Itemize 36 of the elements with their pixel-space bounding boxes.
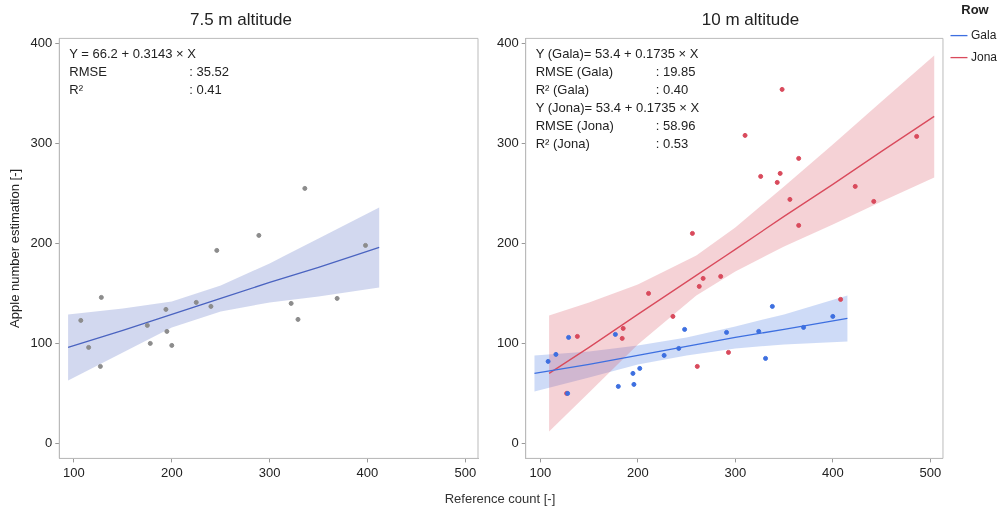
legend-title: Row [961, 2, 990, 18]
text: R² : 0.41 [69, 82, 222, 98]
y-tick-label: 300 [30, 134, 53, 150]
annotation: Y (Gala)= 53.4 + 0.1735 × X [535, 46, 699, 62]
annotation: Y = 66.2 + 0.3143 × X [69, 46, 197, 62]
y-tick-label: 100 [30, 334, 53, 350]
y-axis-title: Apple number estimation [-] [7, 168, 23, 328]
text: RMSE (Jona) : 58.96 [535, 118, 696, 134]
text: R² (Jona) : 0.53 [535, 136, 689, 152]
y-tick-label: 200 [496, 234, 519, 250]
x-axis-title: Reference count [-] [444, 491, 556, 506]
y-tick-label: 300 [496, 134, 519, 150]
annotation: Y (Jona)= 53.4 + 0.1735 × X [535, 100, 700, 116]
text: R² (Gala) : 0.40 [535, 82, 689, 98]
x-tick-label: 200 [626, 464, 649, 480]
y-tick-label: 0 [511, 434, 519, 450]
y-tick-label: 0 [45, 434, 53, 450]
x-tick-label: 400 [821, 464, 844, 480]
y-tick-label: 200 [30, 234, 53, 250]
text: RMSE : 35.52 [69, 64, 230, 80]
text: RMSE (Gala) : 19.85 [535, 64, 696, 80]
y-tick-label: 400 [30, 34, 53, 50]
y-tick-label: 100 [496, 334, 519, 350]
x-tick-label: 300 [724, 464, 747, 480]
x-tick-label: 400 [356, 464, 379, 480]
x-tick-label: 100 [529, 464, 552, 480]
x-tick-label: 500 [454, 464, 477, 480]
x-tick-label: 200 [160, 464, 183, 480]
legend-label: Gala [970, 27, 997, 42]
chart-title: 7.5 m altitude [189, 9, 293, 29]
y-tick-label: 400 [496, 34, 519, 50]
x-tick-label: 500 [919, 464, 942, 480]
legend-label: Jona [970, 49, 998, 64]
x-tick-label: 300 [258, 464, 281, 480]
chart-title: 10 m altitude [701, 9, 800, 29]
x-tick-label: 100 [63, 464, 85, 480]
